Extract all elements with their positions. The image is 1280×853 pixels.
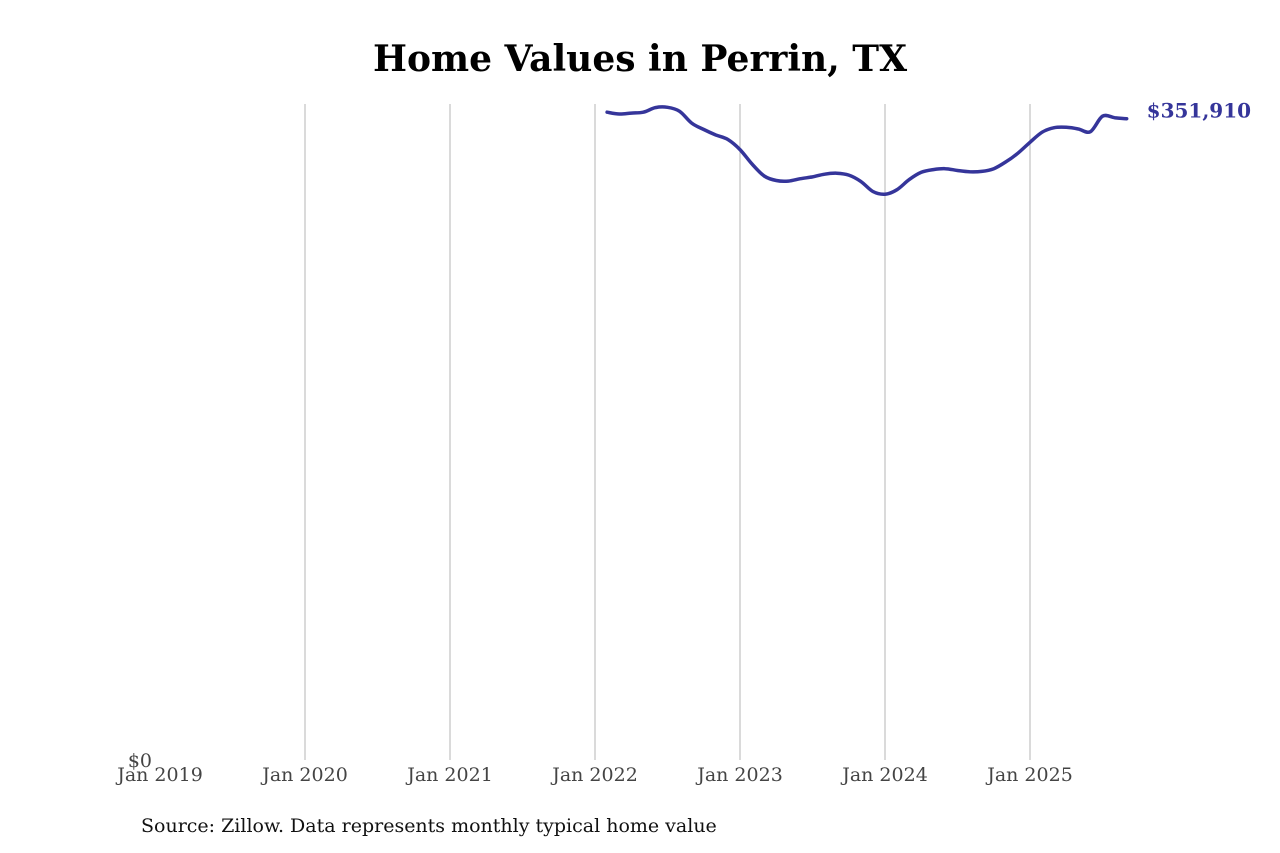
chart-title: Home Values in Perrin, TX bbox=[372, 38, 908, 80]
x-tick-label: Jan 2024 bbox=[840, 764, 928, 786]
x-tick-label: Jan 2021 bbox=[405, 764, 493, 786]
home-value-line bbox=[605, 105, 1129, 197]
x-tick-label: Jan 2023 bbox=[695, 764, 783, 786]
end-value-label: $351,910 bbox=[1147, 99, 1251, 123]
source-note: Source: Zillow. Data represents monthly … bbox=[141, 815, 717, 837]
x-tick-label: Jan 2020 bbox=[260, 764, 348, 786]
y-tick-label: $0 bbox=[128, 750, 152, 772]
x-axis-ticks: Jan 2019 Jan 2020 Jan 2021 Jan 2022 Jan 2023… bbox=[115, 764, 1073, 786]
x-tick-label: Jan 2025 bbox=[985, 764, 1073, 786]
x-tick-label: Jan 2022 bbox=[550, 764, 638, 786]
vertical-grid bbox=[304, 104, 1031, 760]
x-tick-label: Jan 2019 bbox=[115, 764, 203, 786]
